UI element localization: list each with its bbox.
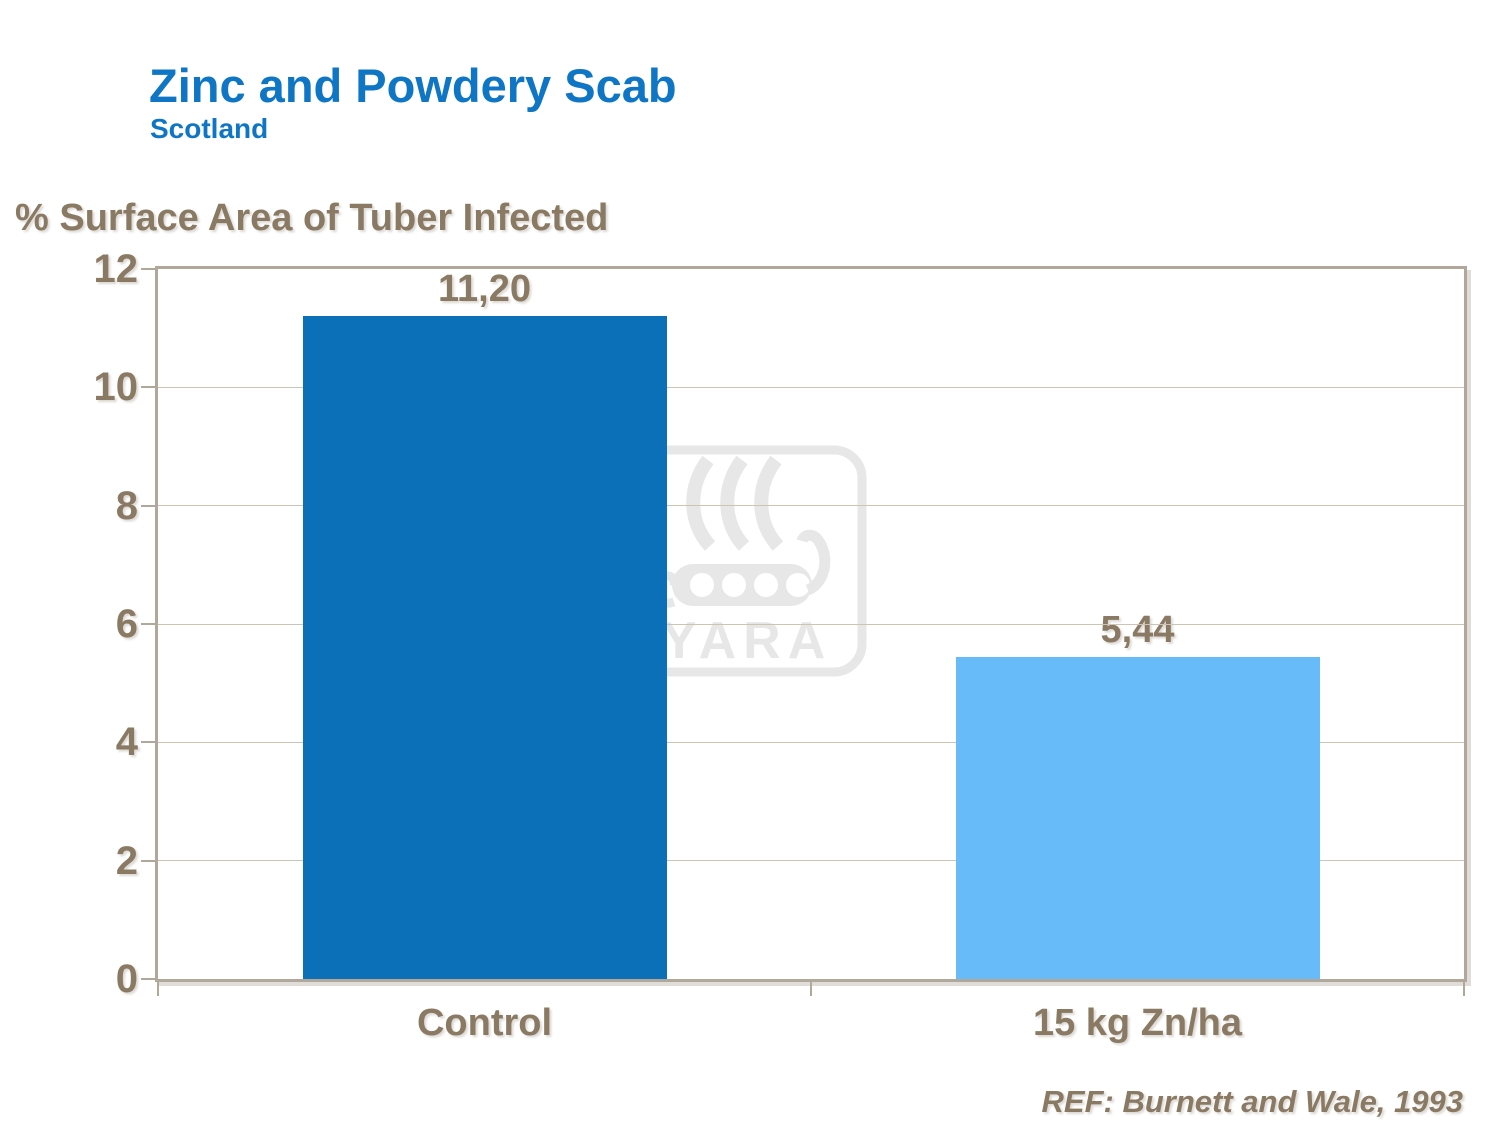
y-tick-label: 0 [115,957,138,1001]
gridline [158,386,1464,388]
y-tick-label: 4 [115,720,138,765]
x-category-label: Control [416,1002,553,1044]
bar-15-kg-zn-ha [955,657,1320,979]
y-tick-label: 6 [115,602,138,646]
y-tick-label: 10 [93,365,139,410]
y-tick-mark [141,504,158,507]
y-axis-title: % Surface Area of Tuber Infected [15,197,609,239]
x-category-label: 15 kg Zn/ha [1032,1002,1243,1044]
yara-viking-ship-logo-icon: YARA [629,445,867,677]
x-tick-mark [810,982,812,996]
y-tick-label: 12 [93,247,139,291]
y-tick-mark [141,268,158,270]
x-tick-mark [1463,982,1465,996]
y-tick-mark [141,623,158,625]
y-tick-mark [141,741,158,744]
yara-wordmark: YARA [662,612,833,670]
reference-text: REF: Burnett and Wale, 1993 [1041,1084,1463,1119]
y-tick-mark [141,978,158,980]
chart-subtitle: Scotland [150,113,269,144]
gridline [158,623,1464,625]
x-tick-mark [157,982,159,996]
gridline [158,505,1464,507]
plot-area: YARA [155,266,1467,982]
bar-control [302,316,667,979]
chart-title: Zinc and Powdery Scab [149,59,677,112]
gridline [158,860,1464,862]
y-tick-mark [141,386,158,389]
y-tick-mark [141,859,158,862]
bar-value-label: 11,20 [438,268,531,311]
gridline [158,741,1464,743]
y-tick-label: 8 [115,483,138,528]
viking-ship-sails [686,455,784,551]
bar-value-label: 5,44 [1100,609,1175,652]
y-tick-label: 2 [115,838,138,883]
